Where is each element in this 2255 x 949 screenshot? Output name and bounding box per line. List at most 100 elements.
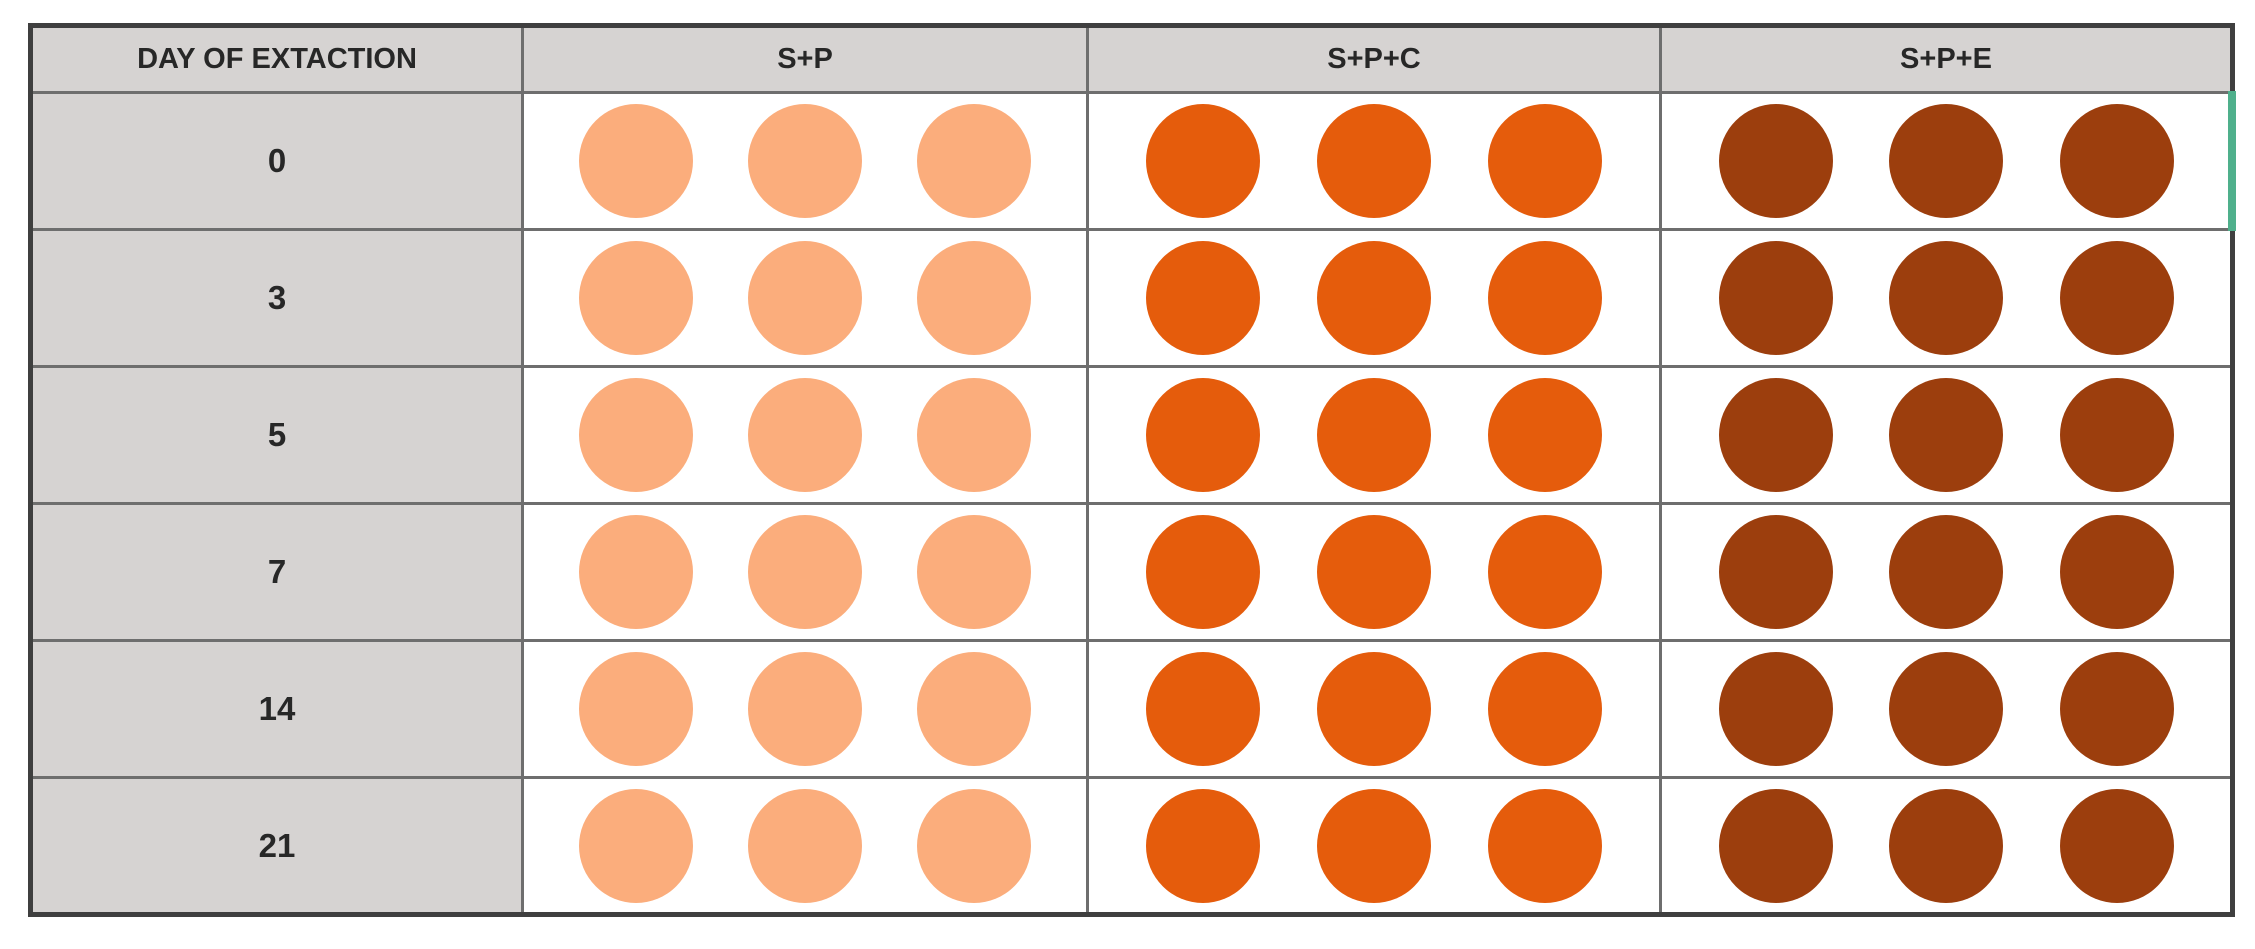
sample-color-dot bbox=[579, 515, 693, 629]
sample-color-dot bbox=[1317, 515, 1431, 629]
dots-group bbox=[524, 788, 1086, 903]
sample-color-dot bbox=[2059, 652, 2174, 766]
sample-dots-cell bbox=[521, 776, 1089, 916]
column-header-spppe: S+P+E bbox=[1659, 24, 2234, 94]
sample-color-dot bbox=[1718, 652, 1833, 766]
sample-color-dot bbox=[748, 515, 862, 629]
sample-dots-cell bbox=[1659, 502, 2234, 642]
sample-color-dot bbox=[1146, 515, 1260, 629]
sample-color-dot bbox=[579, 652, 693, 766]
day-label-cell: 14 bbox=[29, 639, 524, 779]
sample-color-dot bbox=[1488, 652, 1602, 766]
day-label-cell: 0 bbox=[29, 91, 524, 231]
sample-dots-cell bbox=[1659, 228, 2234, 368]
sample-color-dot bbox=[748, 788, 862, 903]
sample-color-dot bbox=[1718, 378, 1833, 492]
sample-dots-cell bbox=[1086, 502, 1662, 642]
sample-color-dot bbox=[1718, 104, 1833, 218]
sample-dots-cell bbox=[521, 502, 1089, 642]
sample-color-dot bbox=[2059, 104, 2174, 218]
dots-group bbox=[1662, 241, 2230, 355]
sample-color-dot bbox=[748, 652, 862, 766]
sample-color-dot bbox=[917, 515, 1031, 629]
dots-group bbox=[1662, 378, 2230, 492]
table-row: 21 bbox=[29, 776, 2234, 916]
sample-color-dot bbox=[1317, 378, 1431, 492]
header-row: DAY OF EXTACTION S+P S+P+C S+P+E bbox=[29, 24, 2234, 94]
dots-group bbox=[524, 652, 1086, 766]
table-row: 3 bbox=[29, 228, 2234, 368]
teal-edge-accent-strip bbox=[2228, 91, 2236, 231]
sample-color-dot bbox=[1317, 241, 1431, 355]
sample-color-dot bbox=[748, 241, 862, 355]
table-header: DAY OF EXTACTION S+P S+P+C S+P+E bbox=[29, 24, 2234, 94]
sample-color-dot bbox=[917, 241, 1031, 355]
dots-group bbox=[1662, 515, 2230, 629]
dots-group bbox=[524, 104, 1086, 218]
dots-group bbox=[524, 515, 1086, 629]
sample-color-dot bbox=[1889, 652, 2003, 766]
sample-color-dot bbox=[1889, 515, 2003, 629]
column-header-spppc: S+P+C bbox=[1086, 24, 1662, 94]
sample-color-dot bbox=[1889, 104, 2003, 218]
table-row: 14 bbox=[29, 639, 2234, 779]
day-label-cell: 21 bbox=[29, 776, 524, 916]
sample-color-dot bbox=[1488, 788, 1602, 903]
dots-group bbox=[1089, 652, 1659, 766]
sample-dots-cell bbox=[521, 639, 1089, 779]
sample-color-dot bbox=[1718, 241, 1833, 355]
sample-color-dot bbox=[1146, 104, 1260, 218]
table-body: 0 3 5 7 14 21 bbox=[29, 91, 2236, 916]
day-label-cell: 5 bbox=[29, 365, 524, 505]
sample-color-dot bbox=[917, 378, 1031, 492]
sample-dots-cell bbox=[1086, 776, 1662, 916]
column-header-spp: S+P bbox=[521, 24, 1089, 94]
sample-color-dot bbox=[1488, 241, 1602, 355]
sample-dots-cell bbox=[1086, 91, 1662, 231]
sample-color-dot bbox=[1889, 378, 2003, 492]
sample-color-dot bbox=[1889, 788, 2003, 903]
sample-color-dot bbox=[579, 788, 693, 903]
sample-color-dot bbox=[2059, 788, 2174, 903]
day-label-cell: 7 bbox=[29, 502, 524, 642]
sample-color-dot bbox=[748, 104, 862, 218]
sample-color-dot bbox=[2059, 378, 2174, 492]
sample-color-dot bbox=[1317, 788, 1431, 903]
sample-color-dot bbox=[1718, 788, 1833, 903]
dots-group bbox=[1089, 515, 1659, 629]
table-row: 5 bbox=[29, 365, 2234, 505]
dots-group bbox=[1089, 788, 1659, 903]
sample-color-dot bbox=[1146, 788, 1260, 903]
sample-dots-cell bbox=[1659, 365, 2234, 505]
extraction-color-table: DAY OF EXTACTION S+P S+P+C S+P+E 0 3 5 7 14 21 bbox=[28, 23, 2236, 917]
sample-color-dot bbox=[1146, 378, 1260, 492]
sample-color-dot bbox=[579, 104, 693, 218]
dots-group bbox=[1089, 241, 1659, 355]
table-row: 7 bbox=[29, 502, 2234, 642]
table-row: 0 bbox=[29, 91, 2236, 231]
sample-dots-cell bbox=[1659, 639, 2234, 779]
sample-color-dot bbox=[2059, 515, 2174, 629]
dots-group bbox=[1089, 378, 1659, 492]
sample-dots-cell bbox=[521, 228, 1089, 368]
sample-dots-cell bbox=[1659, 776, 2234, 916]
sample-dots-cell bbox=[1086, 639, 1662, 779]
dots-group bbox=[524, 378, 1086, 492]
sample-dots-cell bbox=[1659, 91, 2236, 231]
sample-color-dot bbox=[1718, 515, 1833, 629]
dots-group bbox=[524, 241, 1086, 355]
sample-color-dot bbox=[1488, 378, 1602, 492]
sample-color-dot bbox=[1146, 652, 1260, 766]
sample-dots-cell bbox=[1086, 365, 1662, 505]
sample-color-dot bbox=[579, 378, 693, 492]
sample-dots-cell bbox=[521, 365, 1089, 505]
sample-color-dot bbox=[579, 241, 693, 355]
sample-color-dot bbox=[1146, 241, 1260, 355]
dots-group bbox=[1662, 104, 2230, 218]
sample-dots-cell bbox=[1086, 228, 1662, 368]
sample-color-dot bbox=[1317, 104, 1431, 218]
dots-group bbox=[1089, 104, 1659, 218]
sample-color-dot bbox=[1488, 515, 1602, 629]
sample-color-dot bbox=[1889, 241, 2003, 355]
